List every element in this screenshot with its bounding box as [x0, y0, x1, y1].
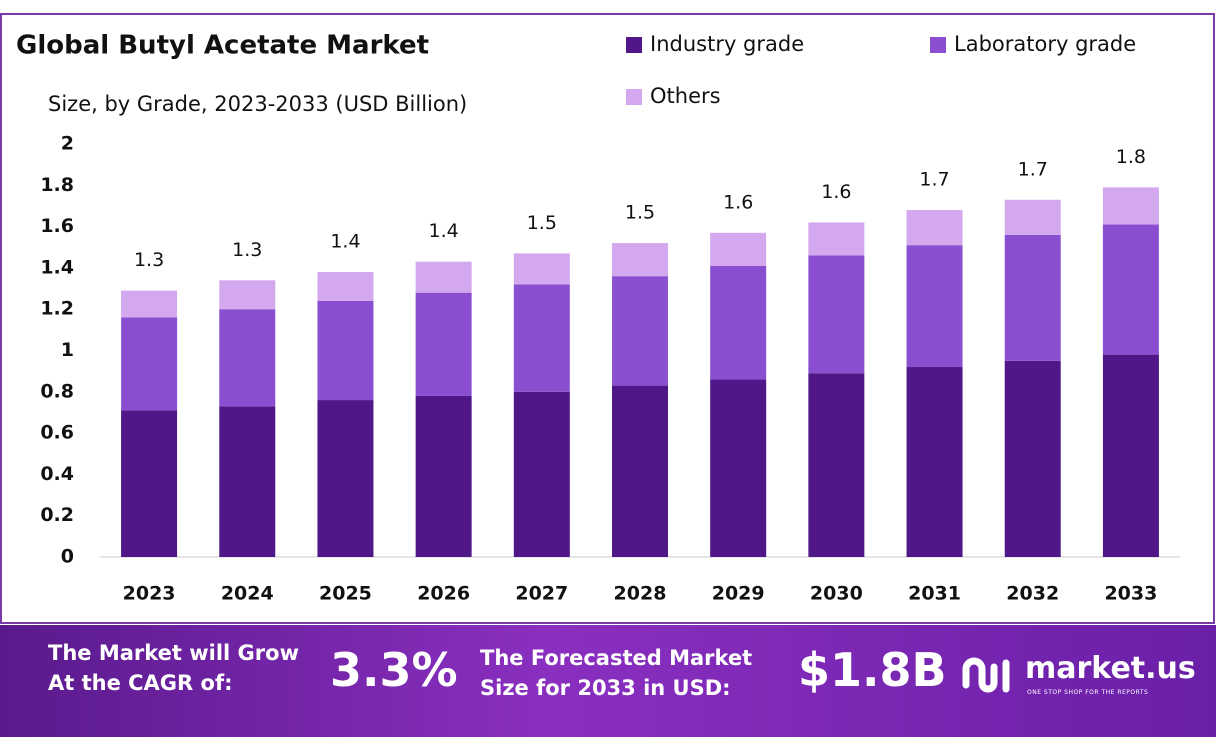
footer: The Market will Grow At the CAGR of: 3.3%… [0, 625, 1216, 737]
bar-segment [1102, 224, 1159, 355]
chart: Global Butyl Acetate Market Size, by Gra… [0, 13, 1215, 624]
forecast-label-line: Size for 2033 in USD: [480, 676, 731, 700]
bar-segment [317, 400, 374, 557]
bar-segment [317, 272, 374, 301]
y-tick-label: 0.2 [40, 504, 74, 526]
bar-segment [808, 255, 865, 374]
total-label: 1.5 [527, 212, 557, 234]
frame [0, 13, 1215, 624]
bar-segment [808, 373, 865, 557]
bar-segment [1102, 187, 1159, 225]
y-tick-label: 0 [61, 546, 74, 568]
bar-segment [219, 280, 276, 310]
legend-label: Laboratory grade [954, 32, 1136, 56]
bar-segment [415, 261, 472, 293]
logo-icon [962, 657, 1010, 693]
total-label: 1.6 [821, 181, 851, 203]
x-tick-label: 2031 [908, 583, 961, 605]
bar-segment [513, 253, 570, 285]
forecast-label-line: The Forecasted Market [480, 646, 753, 670]
total-label: 1.5 [625, 202, 655, 224]
total-label: 1.4 [330, 231, 360, 253]
chart-subtitle: Size, by Grade, 2023-2033 (USD Billion) [48, 92, 467, 116]
x-tick-label: 2024 [221, 583, 274, 605]
chart-title: Global Butyl Acetate Market [16, 31, 429, 61]
bar-segment [121, 317, 178, 411]
total-label: 1.3 [232, 239, 262, 261]
bar-segment [415, 395, 472, 557]
bar-segment [612, 385, 668, 557]
x-tick-label: 2026 [417, 583, 470, 605]
tagline: ONE STOP SHOP FOR THE REPORTS [1027, 689, 1149, 696]
legend-swatch [930, 37, 946, 53]
x-tick-label: 2033 [1104, 583, 1157, 605]
y-tick-label: 2 [61, 133, 74, 155]
x-tick-label: 2029 [712, 583, 765, 605]
x-tick-label: 2028 [614, 583, 667, 605]
bar-segment [317, 300, 374, 401]
legend-swatch [626, 89, 642, 105]
cagr-label-line: The Market will Grow [48, 641, 299, 665]
total-label: 1.7 [1018, 158, 1048, 180]
bar-segment [808, 222, 865, 256]
x-tick-label: 2023 [123, 583, 176, 605]
bar-segment [121, 410, 178, 557]
bar-segment [612, 243, 668, 277]
bar-segment [1004, 234, 1061, 361]
y-tick-label: 1.4 [40, 256, 74, 278]
legend-label: Others [650, 84, 721, 108]
bar-segment [1004, 360, 1061, 557]
bar-segment [1102, 354, 1159, 557]
bar-segment [513, 391, 570, 557]
y-tick-label: 0.8 [40, 380, 74, 402]
bar-segment [1004, 199, 1061, 235]
cagr-label-line: At the CAGR of: [48, 671, 233, 695]
bar-segment [710, 265, 767, 380]
y-tick-label: 0.4 [40, 463, 74, 485]
x-tick-label: 2030 [810, 583, 863, 605]
total-label: 1.8 [1116, 146, 1146, 168]
bar-segment [710, 232, 767, 266]
bar-segment [415, 292, 472, 396]
bar-segment [906, 210, 963, 246]
bar-segment [710, 379, 767, 557]
forecast-label: The Forecasted Market Size for 2033 in US… [480, 643, 752, 703]
y-tick-label: 1.8 [40, 174, 74, 196]
total-label: 1.6 [723, 191, 753, 213]
y-tick-label: 0.6 [40, 422, 74, 444]
x-tick-label: 2025 [319, 583, 372, 605]
total-label: 1.3 [134, 249, 164, 271]
bar-segment [906, 367, 963, 557]
y-tick-label: 1.6 [40, 215, 74, 237]
bar-segment [906, 245, 963, 368]
legend-swatch [626, 37, 642, 53]
bar-segment [219, 309, 276, 407]
x-tick-label: 2032 [1006, 583, 1059, 605]
y-tick-label: 1.2 [40, 298, 74, 320]
bar-segment [612, 276, 668, 386]
cagr-label: The Market will Grow At the CAGR of: [48, 638, 299, 698]
x-tick-label: 2027 [515, 583, 568, 605]
brand: market.us [1025, 651, 1196, 686]
legend-label: Industry grade [650, 32, 804, 56]
total-label: 1.4 [429, 220, 459, 242]
bar-segment [121, 290, 178, 318]
bar-segment [219, 406, 276, 557]
cagr-value: 3.3% [330, 643, 458, 697]
bar-segment [513, 284, 570, 392]
total-label: 1.7 [919, 169, 949, 191]
y-tick-label: 1 [61, 339, 74, 361]
forecast-value: $1.8B [798, 643, 947, 697]
